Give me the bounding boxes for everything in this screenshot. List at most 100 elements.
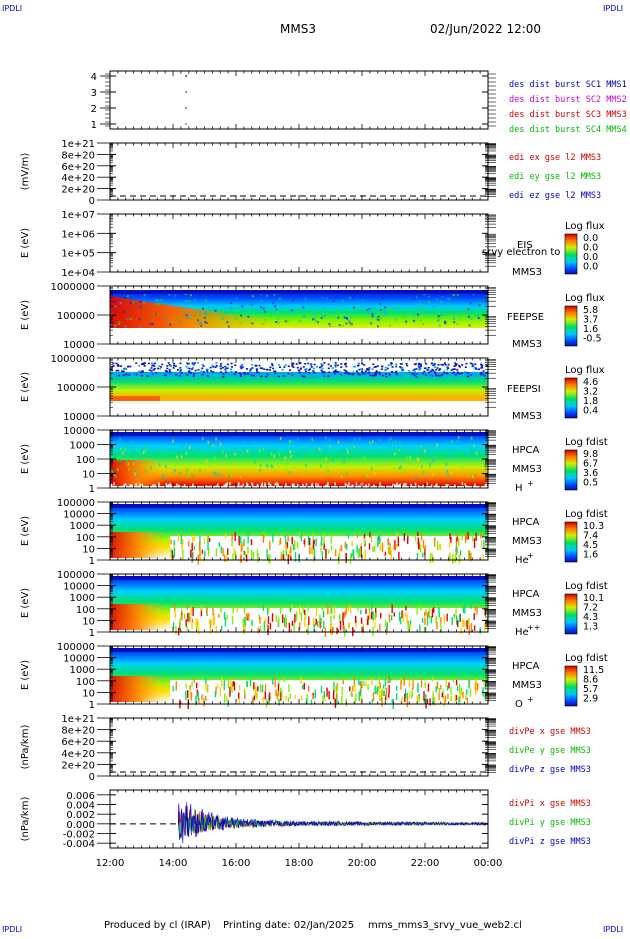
feepsi-noise bbox=[238, 372, 241, 375]
hpca_he-sparse-count bbox=[390, 549, 392, 559]
hpca_o-sparse-count bbox=[462, 691, 464, 698]
feepsi-noise bbox=[329, 365, 332, 367]
hpca_he-sparse-count bbox=[243, 538, 245, 547]
feepsi-noise bbox=[400, 368, 403, 370]
feepsi-noise bbox=[189, 372, 192, 374]
hpca_o-sparse-count bbox=[442, 690, 444, 699]
feepsi-noise bbox=[146, 375, 149, 377]
hpca_he-sparse-count bbox=[307, 535, 310, 546]
hpca_o-sparse-count bbox=[355, 693, 357, 702]
colorbar bbox=[564, 521, 578, 563]
feepsi-noise bbox=[222, 366, 225, 369]
edi-tick-label: 8e+20 bbox=[61, 150, 95, 161]
hpca_h-texture bbox=[122, 451, 124, 455]
hpca_hepp-sparse-count bbox=[251, 619, 253, 626]
feepse-texture bbox=[129, 301, 132, 304]
feepse-texture bbox=[355, 305, 358, 308]
hpca_o-sparse-count bbox=[341, 695, 343, 704]
hpca_h-texture bbox=[393, 452, 396, 456]
hpca_h-texture bbox=[400, 465, 402, 469]
feepsi-noise bbox=[122, 374, 125, 377]
feepse-texture bbox=[412, 319, 415, 322]
x-tick-label: 14:00 bbox=[159, 858, 188, 869]
hpca_he-sparse-count bbox=[403, 533, 406, 541]
feepsi-noise bbox=[429, 370, 432, 372]
edi-panel-frame bbox=[109, 142, 489, 201]
hpca_hepp-sparse-count bbox=[319, 620, 321, 628]
hpca_hepp-sparse-count bbox=[220, 607, 222, 613]
hpca_he-sparse-count bbox=[309, 546, 311, 555]
hpca_hepp-sparse-count bbox=[416, 605, 418, 615]
hpca_hepp-sparse-count bbox=[244, 616, 246, 626]
colorbar-tick-label: 3.6 bbox=[583, 468, 598, 479]
hpca_he-sparse-count bbox=[363, 538, 366, 545]
feepsi-noise bbox=[323, 362, 326, 364]
feepsi-noise bbox=[249, 370, 252, 372]
feepsi-noise bbox=[395, 370, 398, 373]
feepsi-noise bbox=[475, 374, 478, 377]
hpca_o-sparse-count bbox=[384, 697, 386, 705]
feepsi-noise bbox=[427, 371, 430, 374]
hpca_hepp-sparse-count bbox=[181, 608, 183, 613]
divpe-tick-label: 4e+20 bbox=[61, 749, 95, 760]
hpca_h-texture bbox=[309, 445, 311, 449]
feepsi-noise bbox=[224, 369, 227, 372]
feepse-texture bbox=[473, 316, 476, 319]
feepsi-noise bbox=[255, 368, 258, 370]
hpca_hepp-sparse-count bbox=[423, 611, 426, 617]
feepsi-noise bbox=[291, 362, 294, 365]
hpca_hepp-sparse-count bbox=[173, 604, 176, 611]
hpca_o-sparse-count bbox=[361, 681, 363, 689]
hpca_o-sparse-count bbox=[312, 695, 315, 700]
feepsi-noise bbox=[200, 370, 203, 373]
hpca_h-texture bbox=[429, 465, 431, 469]
hpca_h-texture bbox=[212, 444, 215, 448]
hpca_o-sparse-count bbox=[378, 676, 380, 685]
feepse-texture bbox=[377, 315, 380, 318]
hpca_hepp-sparse-count bbox=[440, 625, 442, 633]
feepsi-noise bbox=[465, 362, 468, 365]
feepsi-noise bbox=[480, 367, 483, 369]
feepsi-noise bbox=[434, 371, 437, 374]
feepsi-noise bbox=[167, 362, 170, 364]
hpca_o-sparse-count bbox=[353, 677, 356, 683]
hpca_h-texture bbox=[271, 465, 274, 469]
feepse-texture bbox=[469, 302, 472, 305]
hpca_he-sparse-count bbox=[234, 551, 237, 559]
feepse-texture bbox=[320, 316, 323, 319]
feepsi-noise bbox=[357, 364, 360, 367]
hpca_h-texture bbox=[234, 452, 236, 456]
hpca_o-sparse-count bbox=[441, 692, 444, 698]
hpca_he-sparse-count bbox=[467, 549, 470, 560]
hpca_o-sparse-count bbox=[288, 683, 290, 693]
hpca_o-sparse-count bbox=[432, 693, 434, 699]
feepsi-noise bbox=[454, 364, 457, 367]
feepse-texture bbox=[290, 309, 293, 312]
species-label: He bbox=[515, 627, 529, 638]
hpca_he-sparse-count bbox=[256, 549, 259, 557]
species-charge: + bbox=[527, 479, 534, 488]
hpca_h-bottom-gap bbox=[217, 483, 219, 487]
feepse-texture bbox=[138, 318, 141, 321]
hpca_he-sparse-count bbox=[387, 537, 389, 546]
hpca_he-sparse-count bbox=[181, 543, 183, 551]
hpca_h-texture bbox=[111, 469, 113, 473]
feepsi-noise bbox=[255, 369, 258, 372]
hpca_o-sparse-count bbox=[289, 693, 292, 699]
hpca_h-tick-label: 10000 bbox=[63, 426, 95, 437]
hpca_hepp-sparse-count bbox=[470, 604, 472, 609]
feepse-texture bbox=[222, 317, 225, 320]
hpca_hepp-sparse-count bbox=[315, 618, 317, 625]
hpca_hepp-sparse-count bbox=[465, 621, 467, 627]
feepsi-noise bbox=[312, 367, 315, 370]
feepse-texture bbox=[184, 300, 187, 303]
hpca_he-sparse-count bbox=[234, 532, 236, 541]
hpca_he-sparse-count bbox=[356, 533, 359, 539]
divpe-tick-label: 2e+20 bbox=[61, 760, 95, 771]
hpca_he-sparse-count bbox=[420, 533, 423, 541]
feepsi-noise bbox=[315, 375, 318, 377]
feepse-texture bbox=[129, 318, 132, 321]
hpca_h-texture bbox=[290, 442, 292, 446]
hpca_he-sparse-count bbox=[429, 553, 432, 564]
hpca_h-bottom-gap bbox=[251, 483, 254, 487]
